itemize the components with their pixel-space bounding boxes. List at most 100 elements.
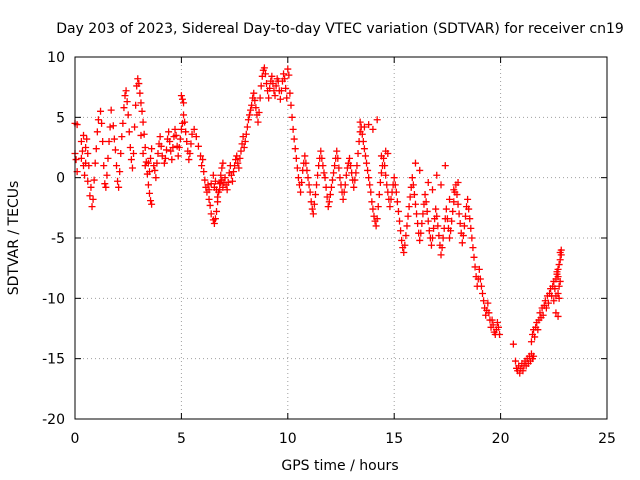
data-point	[391, 181, 399, 189]
data-point	[489, 321, 497, 329]
data-point	[434, 222, 442, 230]
data-point	[205, 195, 213, 203]
data-point	[144, 159, 152, 167]
data-point	[256, 94, 264, 102]
data-point	[411, 200, 419, 208]
data-point	[448, 217, 456, 225]
data-point	[480, 297, 488, 305]
data-point	[153, 159, 161, 167]
data-point	[217, 171, 225, 179]
data-point	[283, 94, 291, 102]
data-point	[216, 180, 224, 188]
data-point	[393, 198, 401, 206]
data-point	[531, 333, 539, 341]
data-point	[175, 144, 183, 151]
data-point	[211, 177, 219, 185]
data-point	[464, 195, 472, 203]
data-point	[310, 200, 318, 208]
data-point	[107, 106, 115, 114]
data-point	[171, 125, 179, 133]
data-point	[351, 176, 359, 184]
data-point	[384, 150, 392, 158]
data-point	[519, 367, 527, 375]
data-point	[477, 282, 485, 290]
y-tick-label: -15	[42, 352, 65, 368]
data-point	[353, 162, 361, 170]
data-point	[304, 174, 312, 182]
y-tick-label: 0	[56, 171, 65, 187]
data-point	[544, 299, 552, 307]
data-point	[556, 256, 564, 264]
data-point	[131, 123, 139, 131]
data-point	[192, 133, 200, 141]
data-point	[294, 174, 302, 182]
data-point	[197, 152, 205, 160]
data-point	[147, 197, 155, 205]
data-point	[488, 316, 496, 324]
data-point	[87, 183, 95, 191]
data-point	[405, 203, 413, 211]
data-point	[404, 212, 412, 220]
data-point	[327, 183, 335, 191]
data-point	[325, 198, 333, 206]
y-tick-label: -20	[42, 412, 65, 428]
data-point	[465, 205, 473, 213]
data-point	[467, 224, 475, 232]
data-point	[89, 195, 97, 203]
data-point	[244, 116, 252, 124]
data-point	[326, 191, 334, 199]
data-point	[136, 89, 144, 97]
data-point	[284, 65, 292, 73]
data-point	[156, 133, 164, 141]
data-point	[413, 210, 421, 218]
data-point	[201, 176, 209, 184]
data-point	[277, 87, 285, 95]
data-point	[358, 130, 366, 138]
data-point	[346, 154, 354, 162]
data-point	[128, 164, 136, 172]
data-point	[424, 178, 432, 186]
data-point	[308, 205, 316, 213]
data-point	[373, 116, 381, 124]
data-point	[86, 192, 94, 200]
data-point	[241, 137, 249, 145]
data-point	[320, 169, 328, 177]
data-point	[554, 273, 562, 281]
data-point	[109, 122, 117, 130]
data-point	[81, 171, 89, 179]
data-point	[437, 181, 445, 189]
data-point	[103, 171, 111, 179]
data-point	[281, 75, 289, 83]
data-point	[178, 95, 186, 103]
data-point	[182, 128, 190, 136]
data-point	[313, 181, 321, 189]
data-point	[418, 220, 426, 228]
data-point	[333, 147, 341, 155]
data-point	[115, 183, 123, 191]
data-point	[446, 234, 454, 242]
data-point	[183, 137, 191, 145]
data-point	[450, 186, 458, 194]
data-point	[511, 357, 519, 365]
data-point	[141, 144, 149, 151]
data-point	[555, 282, 563, 290]
data-point	[471, 263, 479, 271]
data-point	[114, 177, 122, 185]
data-point	[148, 200, 156, 208]
data-point	[319, 162, 327, 170]
data-point	[138, 107, 146, 115]
data-point	[287, 101, 295, 109]
data-point	[443, 215, 451, 223]
data-point	[157, 142, 165, 150]
data-point	[85, 162, 93, 170]
data-point	[456, 220, 464, 228]
data-point	[292, 154, 300, 162]
data-point	[509, 340, 517, 348]
data-point	[190, 125, 198, 133]
data-point	[392, 188, 400, 196]
data-point	[84, 150, 92, 158]
data-point	[416, 166, 424, 174]
data-point	[181, 118, 189, 126]
data-point	[213, 207, 221, 215]
data-point	[263, 80, 271, 88]
